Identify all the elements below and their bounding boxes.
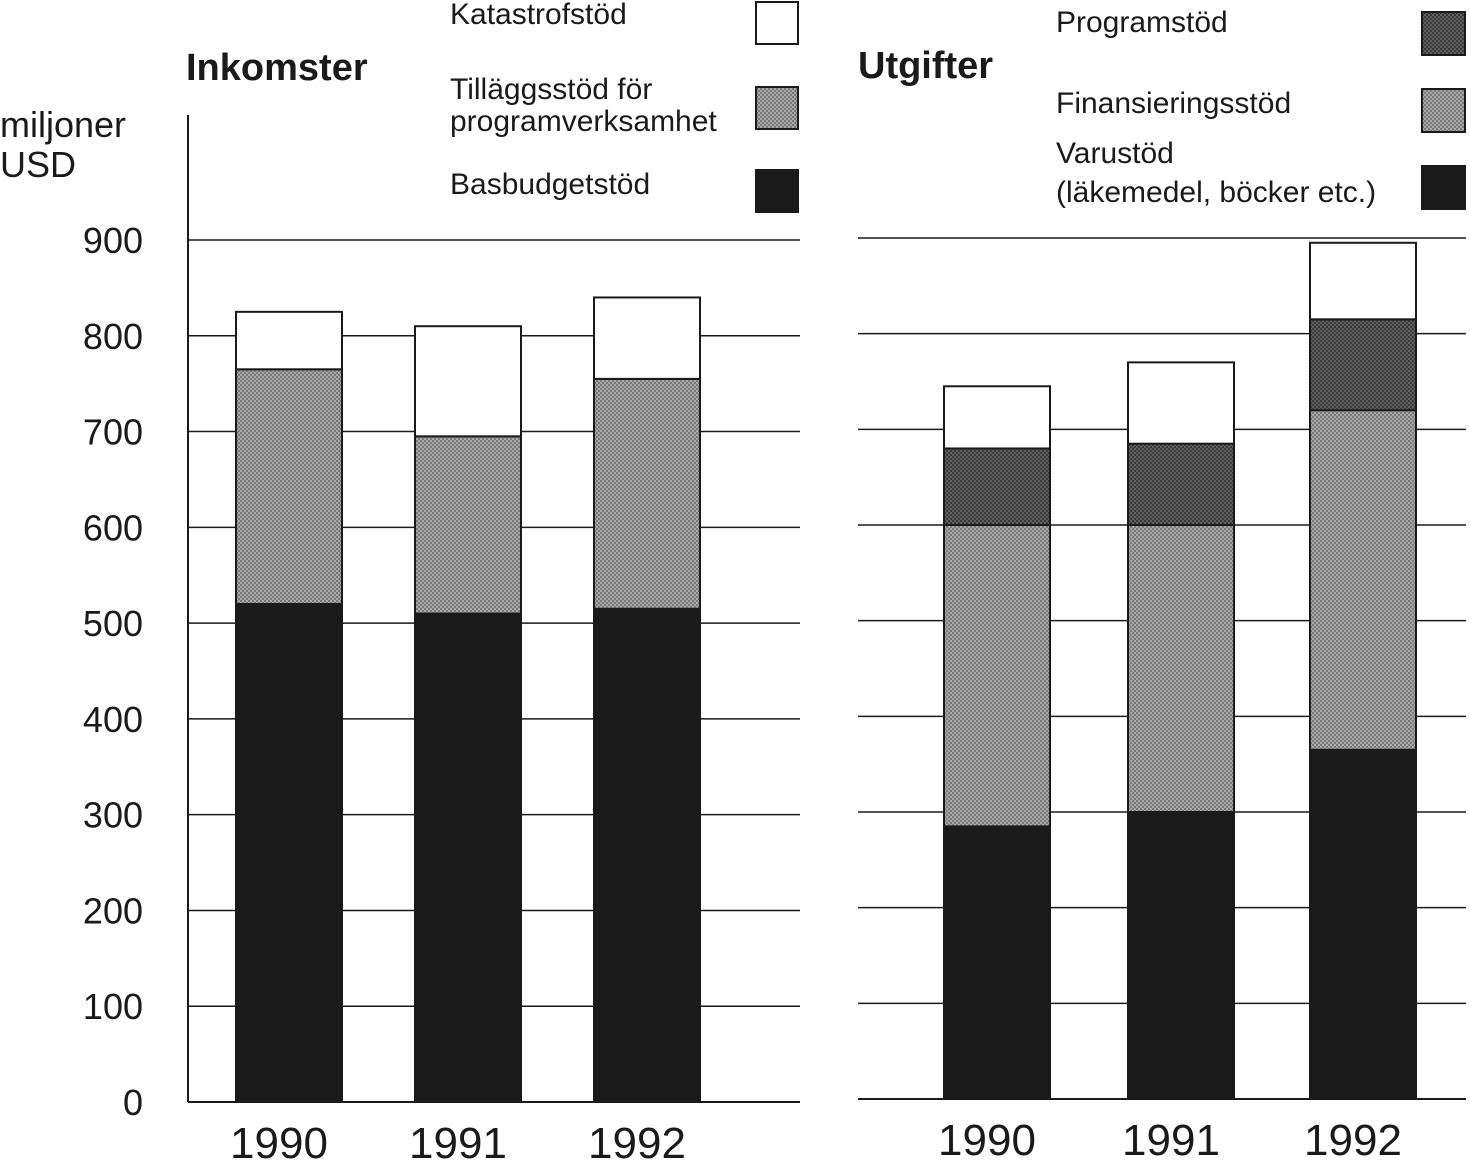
bar-segment xyxy=(593,377,701,610)
y-tick-label: 900 xyxy=(83,220,143,261)
bar-segment xyxy=(593,607,701,1103)
x-tick-label: 1992 xyxy=(588,1119,686,1160)
y-tick-label: 600 xyxy=(83,507,143,548)
bar-segment xyxy=(1127,524,1235,813)
legend-swatch xyxy=(755,1,799,45)
legend-label: Katastrofstöd xyxy=(450,0,627,31)
y-axis-label-line: USD xyxy=(0,144,76,185)
bar-segment xyxy=(235,310,343,371)
bar-segment xyxy=(1309,318,1417,412)
legend-swatch xyxy=(755,86,799,130)
legend-swatch xyxy=(1421,165,1466,210)
legend-swatch xyxy=(755,169,799,213)
bar-segment xyxy=(943,447,1051,527)
bar-segment xyxy=(943,825,1051,1100)
x-tick-label: 1992 xyxy=(1304,1116,1402,1160)
bar-segment xyxy=(1309,241,1417,321)
chart-title: Utgifter xyxy=(858,45,993,87)
bar-segment xyxy=(414,612,522,1103)
legend-label: Tilläggsstöd för xyxy=(450,73,652,106)
legend-swatch xyxy=(1421,11,1466,56)
legend-label: Varustöd xyxy=(1056,137,1174,170)
bar-segment xyxy=(593,296,701,380)
x-tick-label: 1990 xyxy=(230,1119,328,1160)
bar-segment xyxy=(1309,748,1417,1100)
bar-segment xyxy=(1127,442,1235,526)
bar-segment xyxy=(1127,361,1235,445)
bar-segment xyxy=(1127,811,1235,1100)
legend-label: Finansieringsstöd xyxy=(1056,87,1291,120)
bar-segment xyxy=(943,385,1051,450)
y-tick-label: 500 xyxy=(83,603,143,644)
legend-label: Programstöd xyxy=(1056,6,1228,39)
y-tick-label: 700 xyxy=(83,412,143,453)
bar-segment xyxy=(943,524,1051,828)
y-tick-label: 0 xyxy=(123,1082,143,1123)
legend-label: programverksamhet xyxy=(450,105,717,138)
y-tick-label: 800 xyxy=(83,316,143,357)
y-tick-label: 400 xyxy=(83,699,143,740)
legend-label: (läkemedel, böcker etc.) xyxy=(1056,176,1376,209)
legend-label: Basbudgetstöd xyxy=(450,168,650,201)
y-tick-label: 200 xyxy=(83,890,143,931)
bar-segment xyxy=(235,368,343,605)
x-tick-label: 1990 xyxy=(938,1116,1036,1160)
legend-swatch xyxy=(1421,88,1466,133)
bar-segment xyxy=(414,435,522,615)
bar-segment xyxy=(235,602,343,1103)
bar-segment xyxy=(1309,409,1417,751)
bar-segment xyxy=(414,325,522,438)
x-tick-label: 1991 xyxy=(409,1119,507,1160)
y-axis-label-line: miljoner xyxy=(0,104,126,145)
x-tick-label: 1991 xyxy=(1122,1116,1220,1160)
y-tick-label: 100 xyxy=(83,986,143,1027)
y-tick-label: 300 xyxy=(83,795,143,836)
chart-title: Inkomster xyxy=(186,47,368,89)
